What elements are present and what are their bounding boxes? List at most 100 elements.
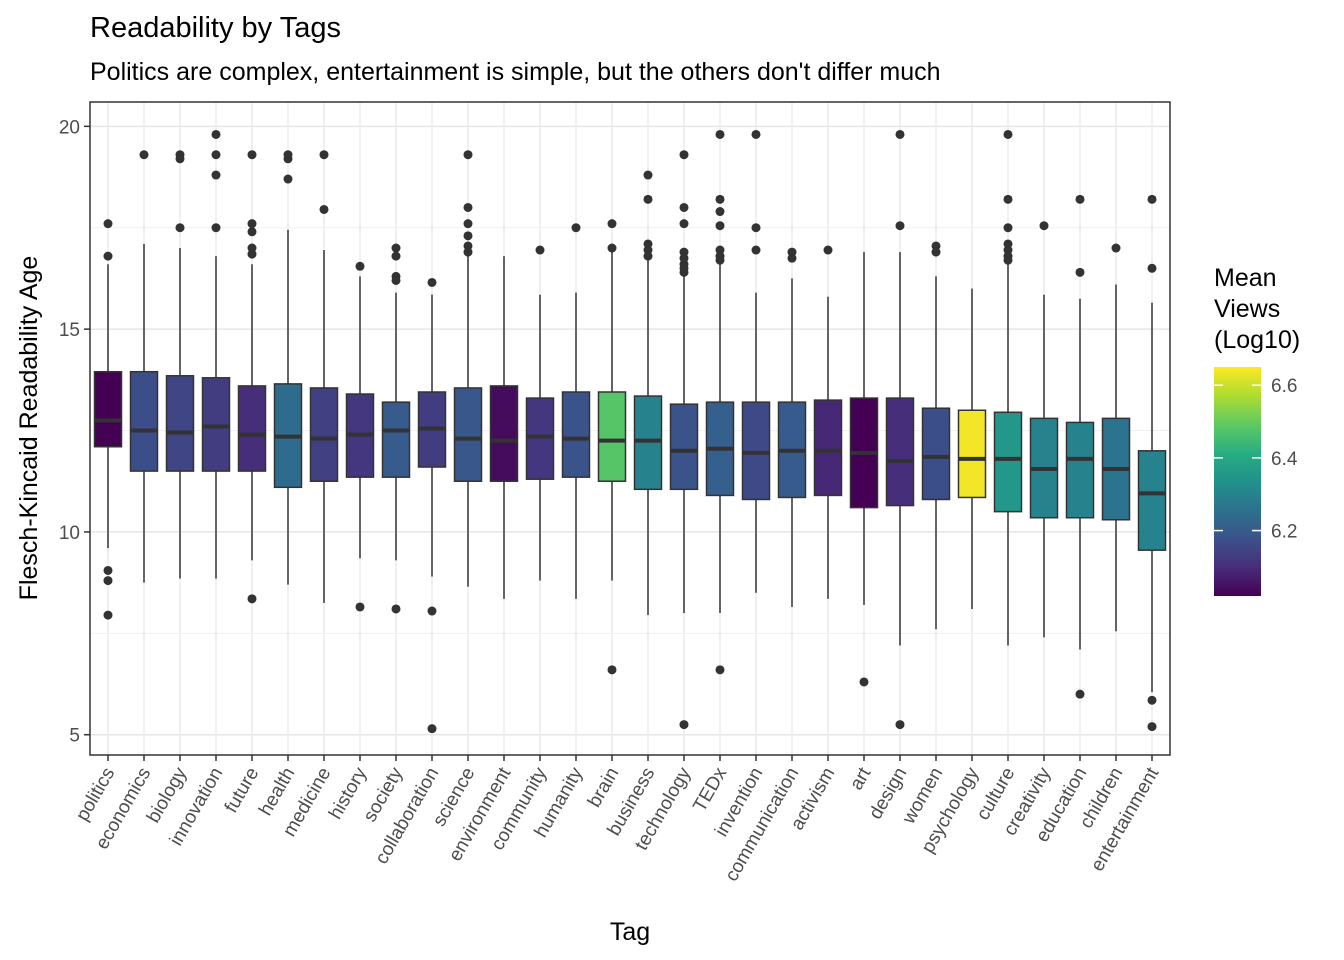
box-iqr [957, 409, 987, 499]
outlier-point [679, 267, 689, 277]
outlier-point [1003, 255, 1013, 265]
box-communication [777, 247, 807, 607]
box-history [345, 261, 375, 612]
outlier-point [247, 227, 257, 237]
outlier-point [715, 207, 725, 217]
y-tick-label: 5 [69, 726, 80, 747]
legend-tick-label: 6.2 [1271, 522, 1297, 543]
outlier-point [355, 602, 365, 612]
outlier-point [103, 219, 113, 229]
box-education [1065, 194, 1095, 699]
outlier-point [1075, 194, 1085, 204]
box-society [381, 243, 411, 614]
box-science [453, 150, 483, 587]
legend-colorbar [1214, 367, 1261, 596]
box-entertainment [1137, 194, 1167, 732]
legend-title-line-2: Views [1214, 295, 1280, 323]
plot-panel-border [89, 101, 1171, 756]
outlier-point [751, 223, 761, 233]
outlier-point [427, 606, 437, 616]
box-iqr [597, 391, 627, 482]
outlier-point [1147, 722, 1157, 732]
y-axis: 5 10 15 20 [59, 117, 90, 747]
legend-tick-label: 6.4 [1271, 449, 1298, 470]
box-iqr [561, 391, 591, 478]
box-iqr [1137, 450, 1167, 551]
outlier-point [535, 245, 545, 255]
box-community [525, 245, 555, 581]
boxplot-series [93, 129, 1167, 734]
box-activism [813, 245, 843, 599]
y-tick-label: 20 [59, 117, 80, 138]
outlier-point [1111, 243, 1121, 253]
outlier-point [463, 247, 473, 257]
box-medicine [309, 150, 339, 603]
outlier-point [643, 194, 653, 204]
outlier-point [571, 223, 581, 233]
outlier-point [607, 219, 617, 229]
outlier-point [751, 129, 761, 139]
outlier-point [139, 150, 149, 160]
box-collaboration [417, 277, 447, 734]
outlier-point [859, 677, 869, 687]
box-iqr [525, 397, 555, 480]
x-axis: politicseconomicsbiologyinnovationfuture… [72, 755, 1164, 885]
outlier-point [247, 150, 257, 160]
outlier-point [823, 245, 833, 255]
box-iqr [633, 395, 663, 491]
outlier-point [391, 604, 401, 614]
outlier-point [895, 129, 905, 139]
outlier-point [355, 261, 365, 271]
box-environment [489, 256, 519, 599]
outlier-point [175, 223, 185, 233]
outlier-point [319, 204, 329, 214]
outlier-point [103, 610, 113, 620]
outlier-point [247, 594, 257, 604]
chart-subtitle: Politics are complex, entertainment is s… [90, 58, 941, 86]
y-axis-title: Flesch-Kincaid Readability Age [15, 256, 43, 601]
outlier-point [715, 194, 725, 204]
box-design [885, 129, 915, 730]
outlier-point [319, 150, 329, 160]
outlier-point [1147, 263, 1157, 273]
outlier-point [247, 249, 257, 259]
outlier-point [1147, 194, 1157, 204]
outlier-point [103, 576, 113, 586]
outlier-point [463, 231, 473, 241]
x-tick-label-art: art [846, 763, 876, 793]
outlier-point [1003, 223, 1013, 233]
box-iqr [669, 403, 699, 491]
outlier-point [1003, 194, 1013, 204]
outlier-point [715, 665, 725, 675]
outlier-point [391, 251, 401, 261]
outlier-point [283, 174, 293, 184]
outlier-point [463, 202, 473, 212]
outlier-point [679, 150, 689, 160]
box-health [273, 150, 303, 585]
outlier-point [715, 221, 725, 231]
outlier-point [391, 243, 401, 253]
outlier-point [787, 253, 797, 263]
box-iqr [381, 401, 411, 478]
box-iqr [489, 385, 519, 482]
box-women [921, 241, 951, 630]
outlier-point [607, 665, 617, 675]
outlier-point [427, 724, 437, 734]
outlier-point [1147, 695, 1157, 705]
box-innovation [201, 129, 231, 579]
box-iqr [237, 385, 267, 472]
box-iqr [165, 375, 195, 472]
box-iqr [129, 370, 159, 472]
outlier-point [211, 129, 221, 139]
legend-tick-label: 6.6 [1271, 376, 1297, 397]
box-iqr [201, 377, 231, 472]
outlier-point [1039, 221, 1049, 231]
outlier-point [211, 170, 221, 180]
outlier-point [103, 251, 113, 261]
legend-ticks: 6.2 6.4 6.6 [1214, 376, 1298, 543]
box-iqr [741, 401, 771, 501]
outlier-point [103, 565, 113, 575]
chart-title: Readability by Tags [90, 12, 341, 44]
outlier-point [607, 243, 617, 253]
